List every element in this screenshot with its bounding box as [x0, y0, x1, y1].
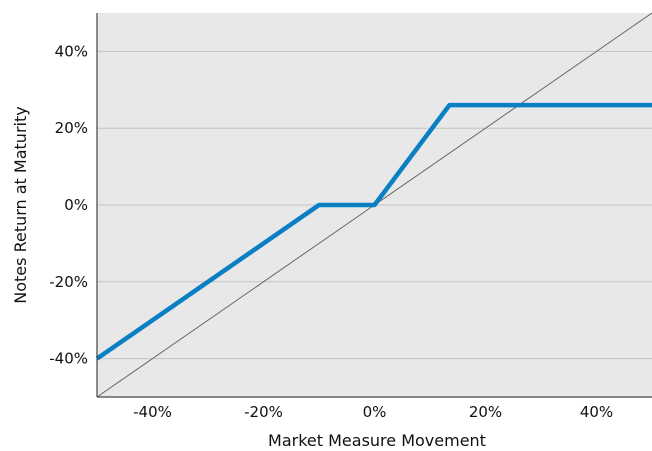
y-tick-label: 0%: [64, 196, 88, 214]
y-axis-label: Notes Return at Maturity: [11, 106, 30, 303]
axes: [96, 13, 652, 398]
y-tick-label: -40%: [49, 350, 88, 368]
notes-return-line: [95, 102, 652, 361]
x-tick-label: -40%: [133, 403, 172, 421]
y-tick-label: 20%: [55, 119, 88, 137]
x-axis-label: Market Measure Movement: [268, 431, 486, 450]
x-tick-label: 0%: [363, 403, 387, 421]
x-tick-label: -20%: [244, 403, 283, 421]
x-tick-label: 20%: [469, 403, 502, 421]
x-tick-label: 40%: [580, 403, 613, 421]
series-layer: [95, 12, 652, 398]
tick-labels: -40% -20% 0% 20% 40% -40% -20% 0% 20% 40%: [49, 42, 613, 421]
y-tick-label: 40%: [55, 42, 88, 60]
y-tick-label: -20%: [49, 273, 88, 291]
